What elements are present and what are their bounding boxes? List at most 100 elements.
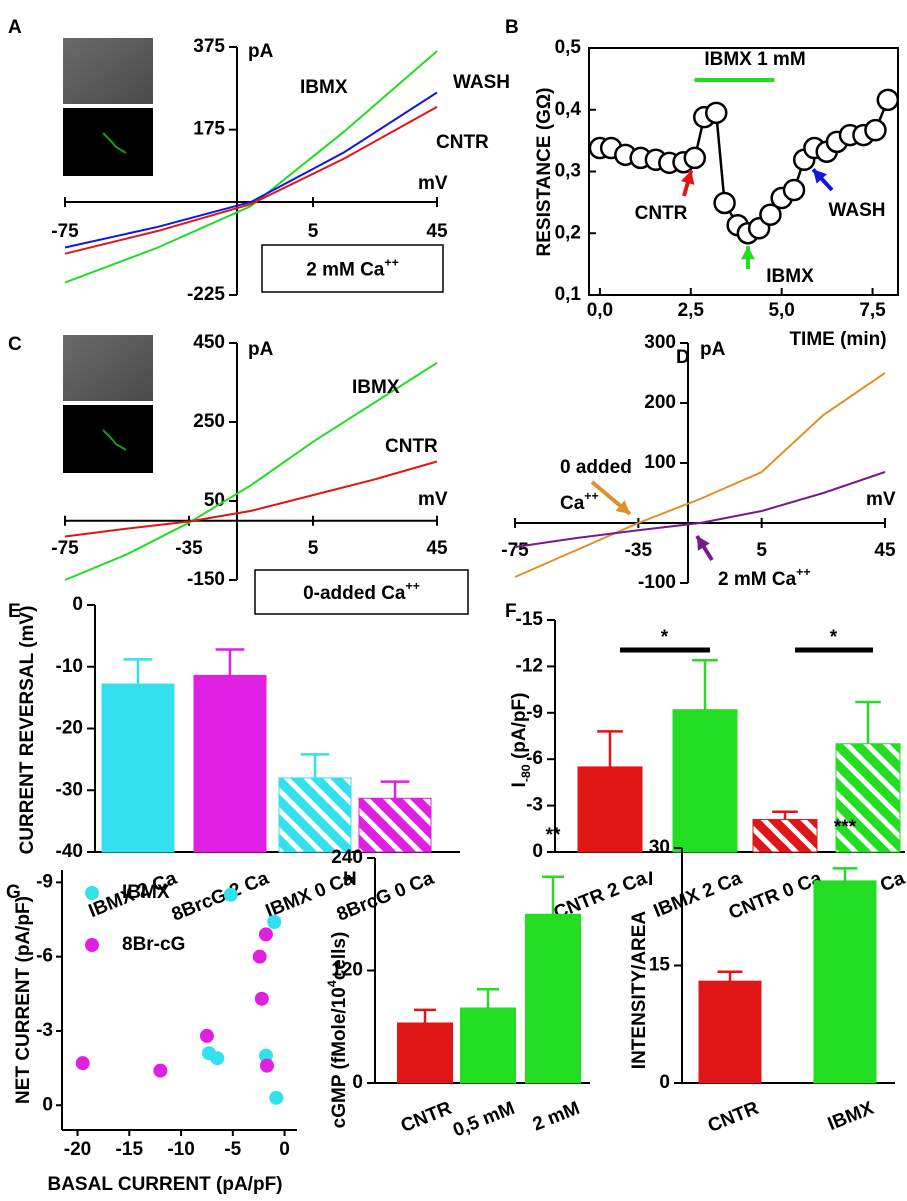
annotation: IBMX bbox=[766, 266, 814, 287]
x-tick-label: 45 bbox=[426, 538, 448, 559]
y-tick-label: 30 bbox=[649, 837, 670, 858]
x-tick-label: -35 bbox=[175, 538, 203, 559]
inset-image bbox=[63, 335, 153, 401]
y-axis-label-part: cGMP (fMole/10 bbox=[329, 987, 350, 1128]
legend-label: 8Br-cG bbox=[122, 934, 185, 955]
y-tick-label: 240 bbox=[331, 847, 363, 868]
panel-letter: A bbox=[8, 17, 22, 38]
significance-label: ** bbox=[546, 825, 561, 846]
x-tick-label: -75 bbox=[501, 540, 529, 561]
y-tick-label: 100 bbox=[644, 452, 676, 473]
y-tick-label: 0 bbox=[532, 841, 543, 862]
y-tick-label: -3 bbox=[36, 1020, 53, 1041]
annotation: CNTR bbox=[635, 203, 688, 224]
data-point bbox=[259, 927, 273, 941]
condition-label-part: 0-added Ca bbox=[303, 583, 406, 604]
data-point bbox=[685, 148, 705, 168]
x-tick-label: -20 bbox=[64, 1139, 91, 1160]
annotation: WASH bbox=[829, 200, 886, 221]
y-tick-label: 0 bbox=[42, 1094, 53, 1115]
x-tick-label: -75 bbox=[51, 221, 79, 242]
y-tick-label: 0,5 bbox=[555, 37, 582, 58]
data-point bbox=[224, 888, 238, 902]
significance-label: *** bbox=[834, 817, 857, 838]
data-point bbox=[210, 1051, 224, 1065]
x-axis-label: mV bbox=[418, 489, 448, 510]
inset-image bbox=[63, 38, 153, 104]
y-tick-label: 0,4 bbox=[555, 99, 582, 120]
y-tick-label: -225 bbox=[187, 284, 225, 305]
series-label: 2 mM Ca++ bbox=[718, 565, 811, 590]
legend-marker bbox=[85, 938, 99, 952]
treatment-label: IBMX 1 mM bbox=[704, 49, 805, 70]
y-tick-label: 300 bbox=[644, 332, 676, 353]
condition-label-part: ++ bbox=[384, 256, 398, 270]
y-axis-label: RESISTANCE (GΩ) bbox=[534, 88, 555, 257]
x-tick-label: 5 bbox=[308, 221, 319, 242]
y-tick-label: -9 bbox=[36, 871, 53, 892]
y-tick-label: -3 bbox=[526, 795, 543, 816]
x-axis-label: mV bbox=[866, 489, 896, 510]
y-tick-label: -12 bbox=[516, 655, 543, 676]
bar bbox=[753, 820, 817, 852]
bar bbox=[578, 767, 642, 852]
x-tick-label: 2 mM bbox=[530, 1098, 583, 1136]
x-tick-label: 2,5 bbox=[678, 300, 705, 321]
y-tick-label: 200 bbox=[644, 392, 676, 413]
x-tick-label: 0,0 bbox=[587, 300, 613, 321]
y-tick-label: -100 bbox=[638, 572, 676, 593]
bar bbox=[461, 1008, 516, 1083]
x-tick-label: -35 bbox=[625, 540, 653, 561]
data-point bbox=[76, 1056, 90, 1070]
panel-letter: C bbox=[8, 334, 22, 355]
y-axis-label: NET CURRENT (pA/pF) bbox=[13, 896, 34, 1104]
data-point bbox=[267, 915, 281, 929]
x-tick-label: IBMX bbox=[825, 1098, 877, 1135]
x-tick-label: 0,5 mM bbox=[450, 1098, 518, 1142]
x-tick-label: -75 bbox=[51, 538, 79, 559]
data-point bbox=[253, 950, 267, 964]
y-axis-label: pA bbox=[248, 339, 274, 360]
bar bbox=[673, 710, 737, 852]
y-tick-label: -30 bbox=[56, 779, 83, 800]
y-tick-label: 0,3 bbox=[555, 161, 581, 182]
x-tick-label: CNTR 0 Ca bbox=[726, 868, 825, 924]
x-tick-label: 45 bbox=[874, 540, 896, 561]
y-axis-label-part: cells) bbox=[329, 932, 350, 981]
series-label-part: ++ bbox=[796, 565, 810, 579]
bar bbox=[279, 778, 351, 852]
legend-marker bbox=[85, 886, 99, 900]
x-tick-label: CNTR bbox=[705, 1098, 762, 1137]
bar bbox=[359, 798, 431, 852]
y-tick-label: 0 bbox=[352, 1072, 363, 1093]
y-axis-label-part: (pA/pF) bbox=[509, 693, 530, 765]
y-axis-label: cGMP (fMole/104cells) bbox=[325, 932, 350, 1129]
y-tick-label: -6 bbox=[36, 946, 53, 967]
y-axis-label-part: INTENSITY/AREA bbox=[629, 911, 650, 1070]
x-axis-label: mV bbox=[418, 173, 448, 194]
bar bbox=[398, 1023, 453, 1083]
x-tick-label: 45 bbox=[426, 221, 448, 242]
significance-label: * bbox=[830, 627, 838, 648]
y-tick-label: -150 bbox=[187, 569, 225, 590]
y-tick-label: 0 bbox=[659, 1072, 670, 1093]
condition-label-part: 2 mM Ca bbox=[306, 260, 385, 281]
condition-label-part: ++ bbox=[406, 579, 420, 593]
series-label-part: 2 mM Ca bbox=[718, 569, 797, 590]
x-tick-label: 7,5 bbox=[859, 300, 886, 321]
bar bbox=[526, 914, 581, 1083]
data-point bbox=[200, 1029, 214, 1043]
significance-label: * bbox=[661, 627, 669, 648]
x-tick-label: -5 bbox=[224, 1139, 241, 1160]
y-tick-label: 15 bbox=[649, 955, 671, 976]
series-label: IBMX bbox=[300, 77, 348, 98]
y-tick-label: 0,2 bbox=[555, 222, 581, 243]
x-tick-label: 5,0 bbox=[768, 300, 794, 321]
y-tick-label: -40 bbox=[56, 841, 83, 862]
series-label-part: 0 added bbox=[560, 457, 632, 478]
y-axis-label: I-80 (pA/pF) bbox=[509, 693, 533, 788]
series-label: IBMX bbox=[352, 377, 400, 398]
inset-image bbox=[63, 405, 153, 473]
bar bbox=[194, 675, 266, 852]
x-tick-label: -10 bbox=[167, 1139, 194, 1160]
